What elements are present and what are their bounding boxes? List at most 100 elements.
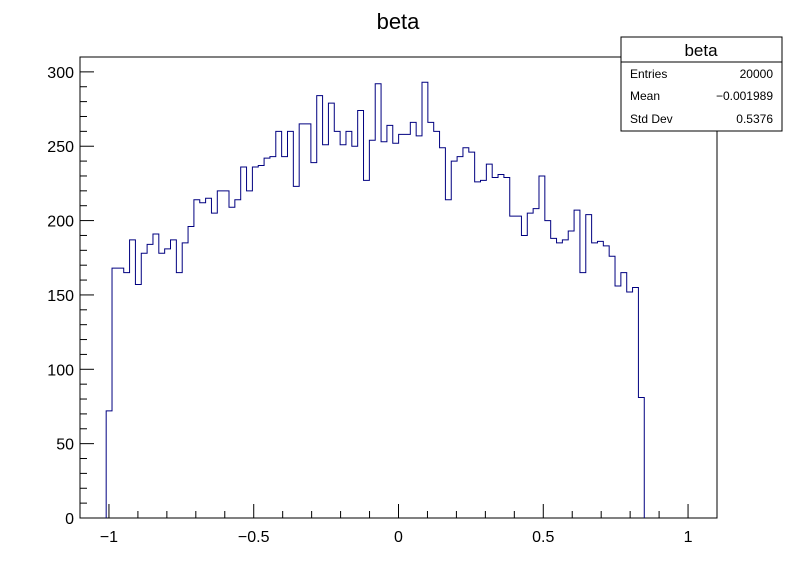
histogram-bin	[434, 131, 440, 518]
histogram-bin	[323, 145, 329, 518]
histogram-bin	[592, 243, 598, 518]
histogram-bin	[615, 286, 621, 518]
y-tick-label: 100	[47, 362, 74, 379]
y-tick-label: 200	[47, 214, 74, 231]
histogram-bin	[147, 244, 153, 518]
histogram-bin	[165, 249, 171, 518]
histogram-bin	[545, 221, 551, 518]
histogram-bin	[282, 157, 288, 518]
histogram-bin	[211, 213, 217, 518]
stats-entries-label: Entries	[630, 67, 667, 81]
x-tick-label: 0	[394, 529, 403, 546]
histogram-bin	[574, 210, 580, 518]
y-tick-label: 150	[47, 288, 74, 305]
histogram-bin	[200, 203, 206, 518]
histogram-bin	[252, 167, 258, 518]
histogram-bin	[568, 231, 574, 518]
histogram-bin	[551, 238, 557, 518]
histogram-bin	[404, 134, 410, 518]
stats-mean-label: Mean	[630, 89, 660, 103]
histogram-bin	[247, 191, 253, 518]
histogram-bin	[241, 167, 247, 518]
histogram-bin	[264, 158, 270, 518]
histogram-bin	[364, 180, 370, 518]
histogram-bin	[229, 207, 235, 518]
x-axis: −1 −0.5 0 0.5 1	[79, 504, 718, 546]
stats-box: beta Entries 20000 Mean −0.001989 Std De…	[620, 36, 783, 132]
histogram-bin	[340, 145, 346, 518]
histogram-bins	[106, 82, 644, 518]
histogram-bin	[492, 177, 498, 518]
histogram-bin	[369, 140, 375, 518]
x-tick-label: −0.5	[238, 529, 270, 546]
y-tick-label: 300	[47, 65, 74, 82]
histogram-bin	[498, 174, 504, 518]
y-tick-label: 0	[65, 511, 74, 528]
histogram-bin	[106, 411, 112, 518]
histogram-bin	[270, 157, 276, 518]
stats-stddev-value: 0.5376	[736, 112, 773, 126]
histogram-bin	[393, 143, 399, 518]
histogram-bin	[527, 213, 533, 518]
histogram-bin	[130, 240, 136, 518]
y-tick-label: 250	[47, 139, 74, 156]
histogram-bin	[539, 176, 545, 518]
histogram-bin	[621, 273, 627, 518]
histogram-bin	[457, 157, 463, 518]
histogram-bin	[153, 234, 159, 518]
histogram-bin	[521, 235, 527, 518]
histogram-bin	[375, 84, 381, 518]
y-tick-label: 50	[56, 437, 74, 454]
histogram-bin	[422, 82, 428, 518]
histogram-bin	[334, 131, 340, 518]
histogram-bin	[346, 131, 352, 518]
histogram-bin	[440, 148, 446, 518]
histogram-bin	[609, 256, 615, 518]
histogram-bin	[533, 209, 539, 518]
histogram-bin	[445, 200, 451, 518]
stats-box-frame	[620, 36, 783, 132]
stats-mean-value: −0.001989	[716, 89, 773, 103]
histogram-bin	[124, 273, 130, 518]
x-tick-label: 1	[684, 529, 693, 546]
histogram-bin	[586, 215, 592, 518]
histogram-bin	[135, 285, 141, 518]
histogram-bin	[510, 216, 516, 518]
histogram-bin	[475, 182, 481, 518]
histogram-bin	[141, 253, 147, 518]
histogram-bin	[311, 163, 317, 518]
stats-title: beta	[684, 41, 718, 60]
x-tick-label: 0.5	[532, 529, 554, 546]
histogram-bin	[410, 122, 416, 518]
histogram-bin	[328, 103, 334, 518]
histogram-bin	[580, 273, 586, 518]
histogram-bin	[206, 198, 212, 518]
histogram-bin	[235, 200, 241, 518]
y-axis: 0 50 100 150 200 250 300	[47, 56, 94, 528]
histogram-bin	[399, 134, 405, 518]
histogram-bin	[258, 166, 264, 518]
histogram-bin	[480, 180, 486, 518]
histogram-bin	[287, 131, 293, 518]
stats-stddev-label: Std Dev	[630, 112, 673, 126]
histogram-outline	[105, 81, 645, 518]
histogram-bin	[299, 124, 305, 518]
histogram-bin	[112, 268, 118, 518]
histogram-bin	[188, 227, 194, 518]
x-tick-label: −1	[100, 529, 118, 546]
histogram-bin	[276, 131, 282, 518]
histogram-bin	[223, 191, 229, 518]
histogram-bin	[557, 243, 563, 518]
histogram-bin	[516, 216, 522, 518]
histogram-bin	[633, 288, 639, 519]
histogram-bin	[118, 268, 124, 518]
chart-title: beta	[377, 9, 421, 34]
histogram-bin	[451, 161, 457, 518]
histogram-bin	[171, 240, 177, 518]
histogram-bin	[217, 191, 223, 518]
histogram-bin	[597, 241, 603, 518]
histogram-bin	[638, 398, 644, 518]
histogram-bin	[416, 136, 422, 518]
histogram-bin	[381, 142, 387, 518]
